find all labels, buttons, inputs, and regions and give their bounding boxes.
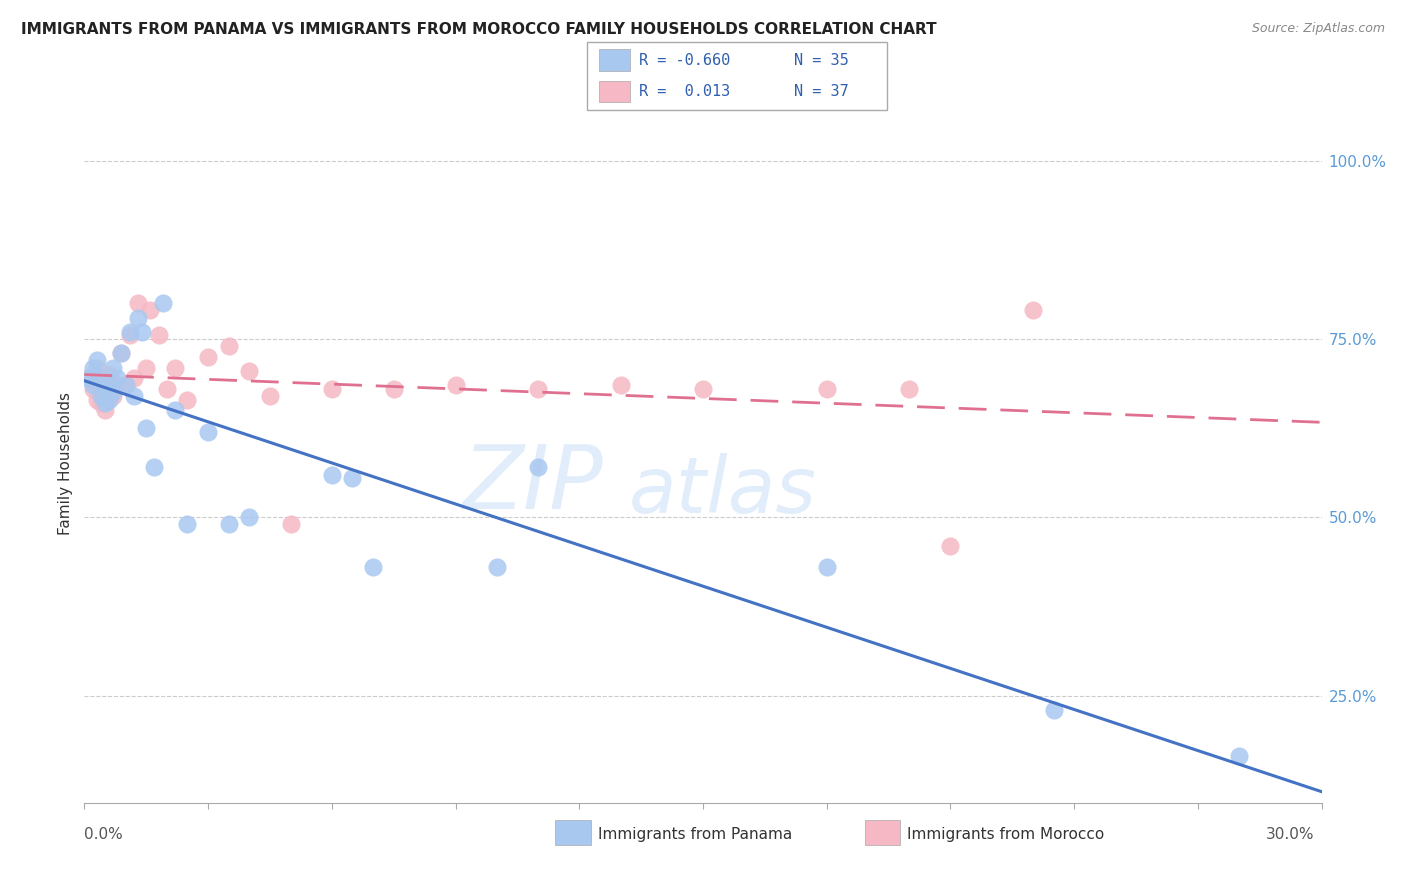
Point (280, 517, 302, 532)
Point (527, 460, 550, 475)
Y-axis label: Family Households: Family Households (58, 392, 73, 535)
Text: R =  0.013: R = 0.013 (640, 84, 731, 99)
Point (176, 517, 198, 532)
Point (77, 371, 100, 385)
Point (527, 382, 550, 396)
Point (122, 371, 145, 385)
Point (105, 378, 128, 392)
Text: 30.0%: 30.0% (1267, 827, 1315, 841)
Point (103, 385, 125, 400)
Point (152, 296, 174, 310)
Point (90, 382, 112, 396)
Point (939, 539, 962, 553)
Point (94, 403, 117, 417)
Point (815, 382, 838, 396)
Point (86, 368, 108, 382)
Point (485, 560, 508, 574)
Point (82, 378, 104, 392)
Text: Immigrants from Panama: Immigrants from Panama (598, 827, 792, 841)
Point (82, 382, 104, 396)
Point (86, 360, 108, 375)
Text: ZIP: ZIP (463, 442, 605, 527)
Point (238, 510, 260, 524)
Point (94, 375, 117, 389)
Point (118, 325, 141, 339)
Point (218, 517, 240, 532)
Point (77, 371, 100, 385)
Point (90, 396, 112, 410)
Text: 0.0%: 0.0% (84, 827, 124, 841)
Point (361, 560, 384, 574)
Point (382, 382, 405, 396)
Point (148, 328, 170, 343)
Point (103, 360, 125, 375)
Point (156, 382, 179, 396)
Point (103, 389, 125, 403)
Text: atlas: atlas (628, 453, 817, 529)
Point (135, 421, 157, 435)
Point (165, 403, 187, 417)
Point (259, 389, 281, 403)
Point (110, 346, 132, 360)
Point (342, 471, 364, 485)
Text: N = 35: N = 35 (794, 53, 849, 68)
Point (218, 339, 240, 353)
Point (114, 378, 136, 392)
Point (197, 350, 219, 364)
Point (90, 389, 112, 403)
Text: IMMIGRANTS FROM PANAMA VS IMMIGRANTS FROM MOROCCO FAMILY HOUSEHOLDS CORRELATION : IMMIGRANTS FROM PANAMA VS IMMIGRANTS FRO… (21, 22, 936, 37)
FancyBboxPatch shape (586, 42, 887, 110)
Text: Immigrants from Morocco: Immigrants from Morocco (907, 827, 1104, 841)
Point (122, 389, 145, 403)
Point (609, 378, 631, 392)
Bar (599, 81, 630, 103)
Bar (599, 49, 630, 70)
Point (105, 371, 128, 385)
Point (165, 360, 187, 375)
Point (127, 296, 149, 310)
Point (238, 364, 260, 378)
Point (127, 310, 149, 325)
Point (1042, 703, 1064, 717)
Point (118, 328, 141, 343)
Point (82, 360, 104, 375)
Point (110, 346, 132, 360)
Point (444, 378, 467, 392)
Point (815, 560, 838, 574)
Point (94, 382, 117, 396)
Point (321, 467, 343, 482)
Point (197, 425, 219, 439)
Point (1227, 749, 1250, 764)
Point (321, 382, 343, 396)
Point (139, 303, 162, 318)
Point (692, 382, 714, 396)
Point (131, 325, 153, 339)
Point (1022, 303, 1045, 318)
Text: R = -0.660: R = -0.660 (640, 53, 731, 68)
Point (143, 460, 166, 475)
Point (176, 392, 198, 407)
Point (94, 396, 117, 410)
Text: Source: ZipAtlas.com: Source: ZipAtlas.com (1251, 22, 1385, 36)
Text: N = 37: N = 37 (794, 84, 849, 99)
Point (98, 368, 121, 382)
Point (98, 375, 121, 389)
Point (135, 360, 157, 375)
Point (898, 382, 921, 396)
Point (86, 353, 108, 368)
Point (86, 392, 108, 407)
Point (98, 392, 121, 407)
Point (114, 378, 136, 392)
